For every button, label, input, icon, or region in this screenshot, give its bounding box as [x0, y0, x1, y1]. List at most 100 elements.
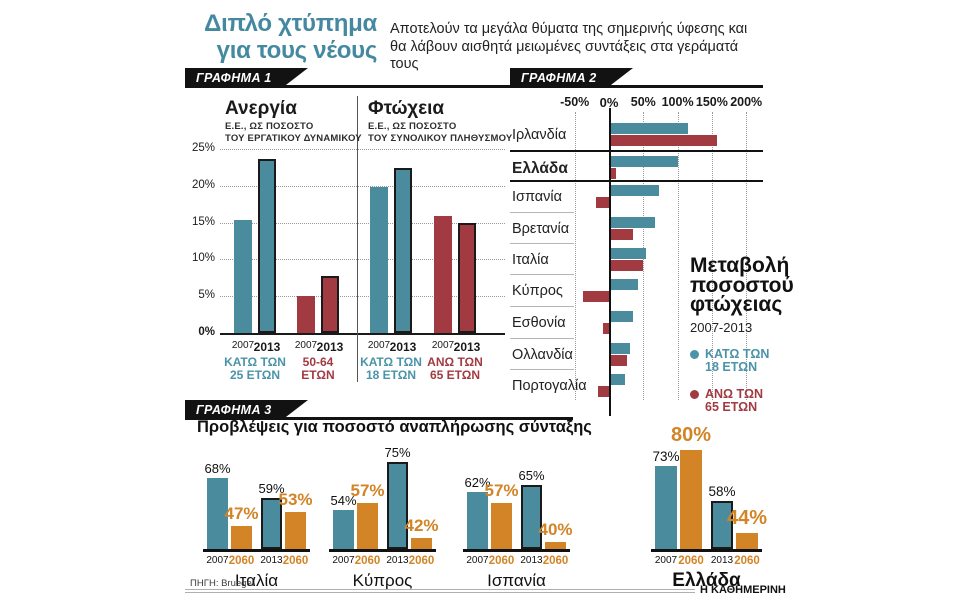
bar — [610, 229, 634, 240]
bar — [258, 159, 276, 333]
highlight-line-top — [510, 150, 763, 152]
bar — [297, 296, 315, 333]
x-axis-line — [220, 333, 505, 335]
group-baseline — [203, 549, 310, 552]
group-label-line: 25 ΕΤΩΝ — [229, 368, 281, 382]
gridline — [220, 149, 505, 150]
bar-value-label: 65% — [518, 467, 545, 483]
highlight-line-bottom — [510, 180, 763, 182]
group-label-line: 50-64 — [302, 355, 334, 369]
bar — [333, 509, 354, 549]
grafima3-badge: ΓΡΑΦΗΜΑ 3 — [185, 400, 308, 420]
bar — [610, 168, 617, 179]
grafima1-plot: 0% 5% 10% 15% 20% 25% Ανεργία Ε.Ε., ΩΣ ΠΟΣΟΣΤΟ Τ… — [185, 68, 513, 403]
panel-subtitle-line: Ε.Ε., ΩΣ ΠΟΣΟΣΤΟ — [225, 121, 314, 132]
country-label: Ιταλία — [234, 571, 279, 590]
x-tick-label: 50% — [630, 95, 656, 109]
panel-subtitle-line: ΤΟΥ ΕΡΓΑΤΙΚΟΥ ΔΥΝΑΜΙΚΟΥ — [225, 133, 362, 144]
x-tick-label: 0% — [599, 95, 619, 110]
group-label: 50-64 ΕΤΩΝ — [273, 356, 363, 382]
country-label: Ελλάδα — [512, 160, 568, 177]
y-tick-label: 15% — [191, 215, 215, 228]
bar — [610, 343, 630, 354]
y-tick-label: 5% — [198, 289, 215, 302]
bar — [598, 386, 609, 397]
bar — [458, 223, 476, 333]
panel-divider — [357, 96, 358, 382]
country-label: Ισπανία — [487, 571, 546, 590]
year-label: 2060 — [228, 555, 255, 567]
year-label: 2060 — [282, 555, 309, 567]
legend-item-line: ΚΑΤΩ ΤΩΝ — [705, 346, 770, 361]
gridline — [220, 296, 505, 298]
row-separator — [510, 274, 574, 275]
grafima1-badge: ΓΡΑΦΗΜΑ 1 — [185, 68, 308, 88]
gridline — [220, 222, 505, 224]
x-tick-label: -50% — [560, 95, 590, 109]
row-separator — [510, 212, 574, 213]
legend-title-line1: Μεταβολή — [690, 254, 790, 277]
bar — [491, 503, 512, 549]
bar-value-label: 57% — [484, 481, 519, 500]
panel-title: Φτώχεια — [368, 98, 445, 119]
bar — [736, 532, 758, 549]
grafima2-badge-row: ΓΡΑΦΗΜΑ 2 — [510, 68, 763, 88]
legend-item: ΚΑΤΩ ΤΩΝ 18 ΕΤΩΝ — [690, 346, 830, 375]
grafima3-badge-row: ΓΡΑΦΗΜΑ 3 — [185, 400, 573, 420]
grafima2-badge: ΓΡΑΦΗΜΑ 2 — [510, 68, 633, 88]
bar — [231, 526, 252, 549]
legend-dot-icon — [690, 349, 699, 359]
legend-dot-icon — [690, 389, 699, 399]
bar — [370, 187, 388, 333]
bar-value-label: 47% — [224, 504, 259, 523]
bar-value-label: 57% — [350, 481, 385, 500]
row-separator — [510, 338, 574, 339]
bar — [610, 248, 646, 259]
bar — [387, 461, 408, 549]
bar-value-label: 62% — [464, 474, 491, 490]
bar-value-label: 53% — [278, 490, 313, 510]
legend-title-line3: φτώχειας — [690, 293, 783, 316]
legend-item-line: 18 ΕΤΩΝ — [705, 360, 758, 374]
bar — [285, 512, 306, 549]
group-label: ΚΑΤΩ ΤΩΝ 18 ΕΤΩΝ — [346, 356, 436, 382]
country-label: Ολλανδία — [512, 347, 573, 363]
bar — [711, 500, 733, 549]
bar — [610, 374, 626, 385]
bar — [610, 260, 643, 271]
year-label: 2013 — [260, 555, 283, 566]
group-label-line: 65 ΕΤΩΝ — [429, 368, 481, 382]
legend-items: ΚΑΤΩ ΤΩΝ 18 ΕΤΩΝ ΑΝΩ ΤΩΝ 65 ΕΤΩΝ — [690, 346, 830, 415]
headline-line2: για τους νέους — [216, 37, 378, 64]
group-label: ΚΑΤΩ ΤΩΝ 25 ΕΤΩΝ — [210, 356, 300, 382]
footer-rule — [185, 589, 695, 593]
bar — [680, 450, 702, 549]
gridline — [711, 112, 713, 400]
gridline — [746, 112, 748, 400]
grafima1-badge-row: ΓΡΑΦΗΜΑ 1 — [185, 68, 510, 88]
year-label: 2013 — [386, 555, 409, 566]
year-label: 2013 — [389, 340, 417, 354]
group-baseline — [329, 549, 436, 552]
year-label: 2060 — [734, 555, 760, 567]
subtitle: Αποτελούν τα μεγάλα θύματα της σημερινής… — [390, 21, 770, 74]
row-separator — [510, 306, 574, 307]
panel-subtitle-line: ΤΟΥ ΣΥΝΟΛΙΚΟΥ ΠΛΗΘΥΣΜΟΥ — [368, 133, 513, 144]
panel-title: Ανεργία — [225, 98, 297, 119]
bar — [521, 484, 542, 549]
bar — [655, 466, 677, 549]
year-label: 2013 — [316, 340, 344, 354]
bar — [610, 217, 656, 228]
gridline — [220, 185, 505, 187]
bar — [545, 542, 566, 549]
bar-value-label: 40% — [538, 520, 573, 540]
legend-item-line: ΑΝΩ ΤΩΝ — [705, 386, 764, 401]
year-label: 2007 — [332, 555, 355, 566]
bar — [234, 219, 252, 333]
gridline — [574, 112, 576, 400]
headline-line1: Διπλό χτύπημα — [204, 10, 377, 37]
bar — [610, 355, 628, 366]
country-label: Ελλάδα — [672, 570, 741, 591]
bar — [602, 323, 609, 334]
